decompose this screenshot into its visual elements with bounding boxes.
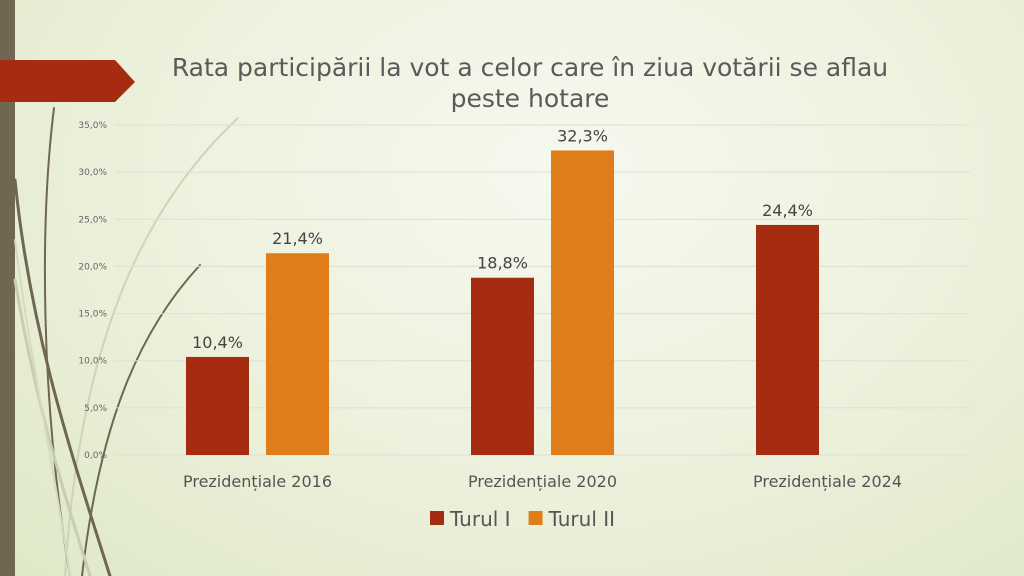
y-tick-label: 5,0% — [84, 404, 107, 414]
bar-turul-ii — [266, 253, 329, 455]
data-label: 18,8% — [477, 254, 528, 273]
y-tick-label: 15,0% — [78, 310, 107, 320]
data-label: 24,4% — [762, 201, 813, 220]
x-tick-label: Prezidențiale 2016 — [183, 472, 332, 491]
bar-turul-i — [471, 277, 534, 455]
legend-swatch — [528, 511, 543, 525]
chart-title: Rata participării la vot a celor care în… — [171, 53, 889, 113]
data-label: 10,4% — [192, 333, 243, 352]
bar-turul-i — [756, 224, 819, 455]
legend-swatch — [430, 511, 444, 525]
y-tick-label: 10,0% — [78, 357, 107, 367]
legend-label: Turul I — [449, 507, 511, 531]
data-label: 32,3% — [557, 126, 608, 145]
bar-turul-i — [186, 356, 249, 455]
x-tick-label: Prezidențiale 2024 — [753, 472, 902, 491]
bar-turul-ii — [551, 150, 614, 455]
x-tick-label: Prezidențiale 2020 — [468, 472, 617, 491]
left-stripe — [0, 0, 15, 576]
y-tick-label: 30,0% — [78, 168, 107, 178]
y-tick-label: 20,0% — [78, 262, 107, 272]
y-tick-label: 0,0% — [84, 451, 107, 461]
legend-label: Turul II — [548, 507, 615, 531]
grass-curves — [13, 107, 239, 576]
y-tick-label: 35,0% — [78, 121, 107, 131]
y-tick-label: 25,0% — [78, 215, 107, 225]
title-arrow-banner — [0, 60, 135, 102]
data-label: 21,4% — [272, 229, 323, 248]
